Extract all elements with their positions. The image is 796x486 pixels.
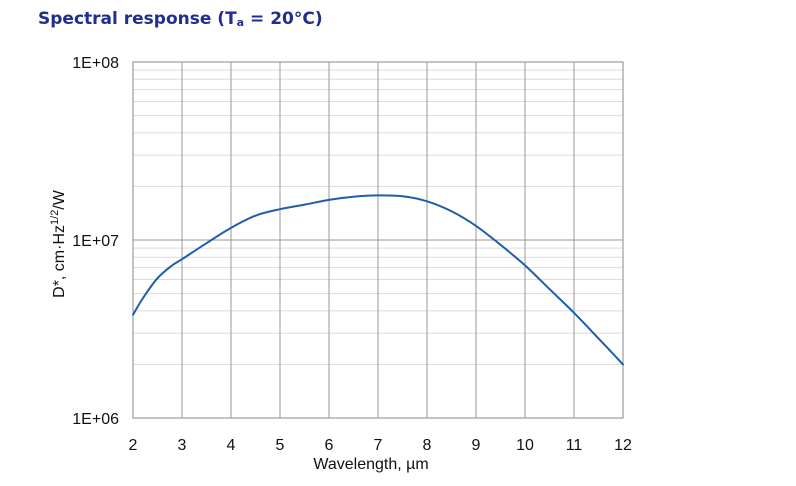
x-tick-label: 11: [566, 437, 583, 454]
chart-title: Spectral response (Ta = 20°C): [38, 9, 323, 29]
y-axis-label-tail: /W: [51, 189, 68, 209]
x-tick-label: 10: [516, 437, 534, 454]
series-layer: [132, 194, 624, 366]
chart-title-suffix: = 20°C): [244, 9, 323, 29]
x-tick-label: 8: [423, 437, 432, 454]
x-tick-label: 5: [276, 437, 285, 454]
chart-title-subscript: a: [236, 16, 245, 29]
x-tick-label: 9: [472, 437, 481, 454]
x-tick-label: 4: [227, 437, 236, 454]
y-axis-label: D*, cm·Hz1/2/W: [49, 189, 68, 298]
x-tick-label: 2: [129, 437, 138, 454]
y-axis-label-main: D*, cm·Hz: [51, 225, 68, 298]
series-line: [132, 194, 624, 366]
y-axis-label-superscript: 1/2: [49, 210, 61, 225]
x-tick-label: 6: [325, 437, 334, 454]
x-tick-label: 12: [614, 437, 632, 454]
y-tick-label: 1E+07: [72, 233, 119, 250]
y-tick-label: 1E+08: [72, 55, 119, 72]
x-tick-label: 7: [374, 437, 383, 454]
plot-area-frame: [132, 61, 624, 419]
chart-title-prefix: Spectral response (T: [38, 9, 237, 29]
y-tick-labels: 1E+06 1E+07 1E+08: [72, 55, 119, 428]
x-axis-label: Wavelength, µm: [313, 456, 428, 473]
y-tick-label: 1E+06: [72, 411, 119, 428]
x-tick-label: 3: [178, 437, 187, 454]
x-tick-labels: 2 3 4 5 6 7 8 9 10 11 12: [129, 437, 632, 454]
